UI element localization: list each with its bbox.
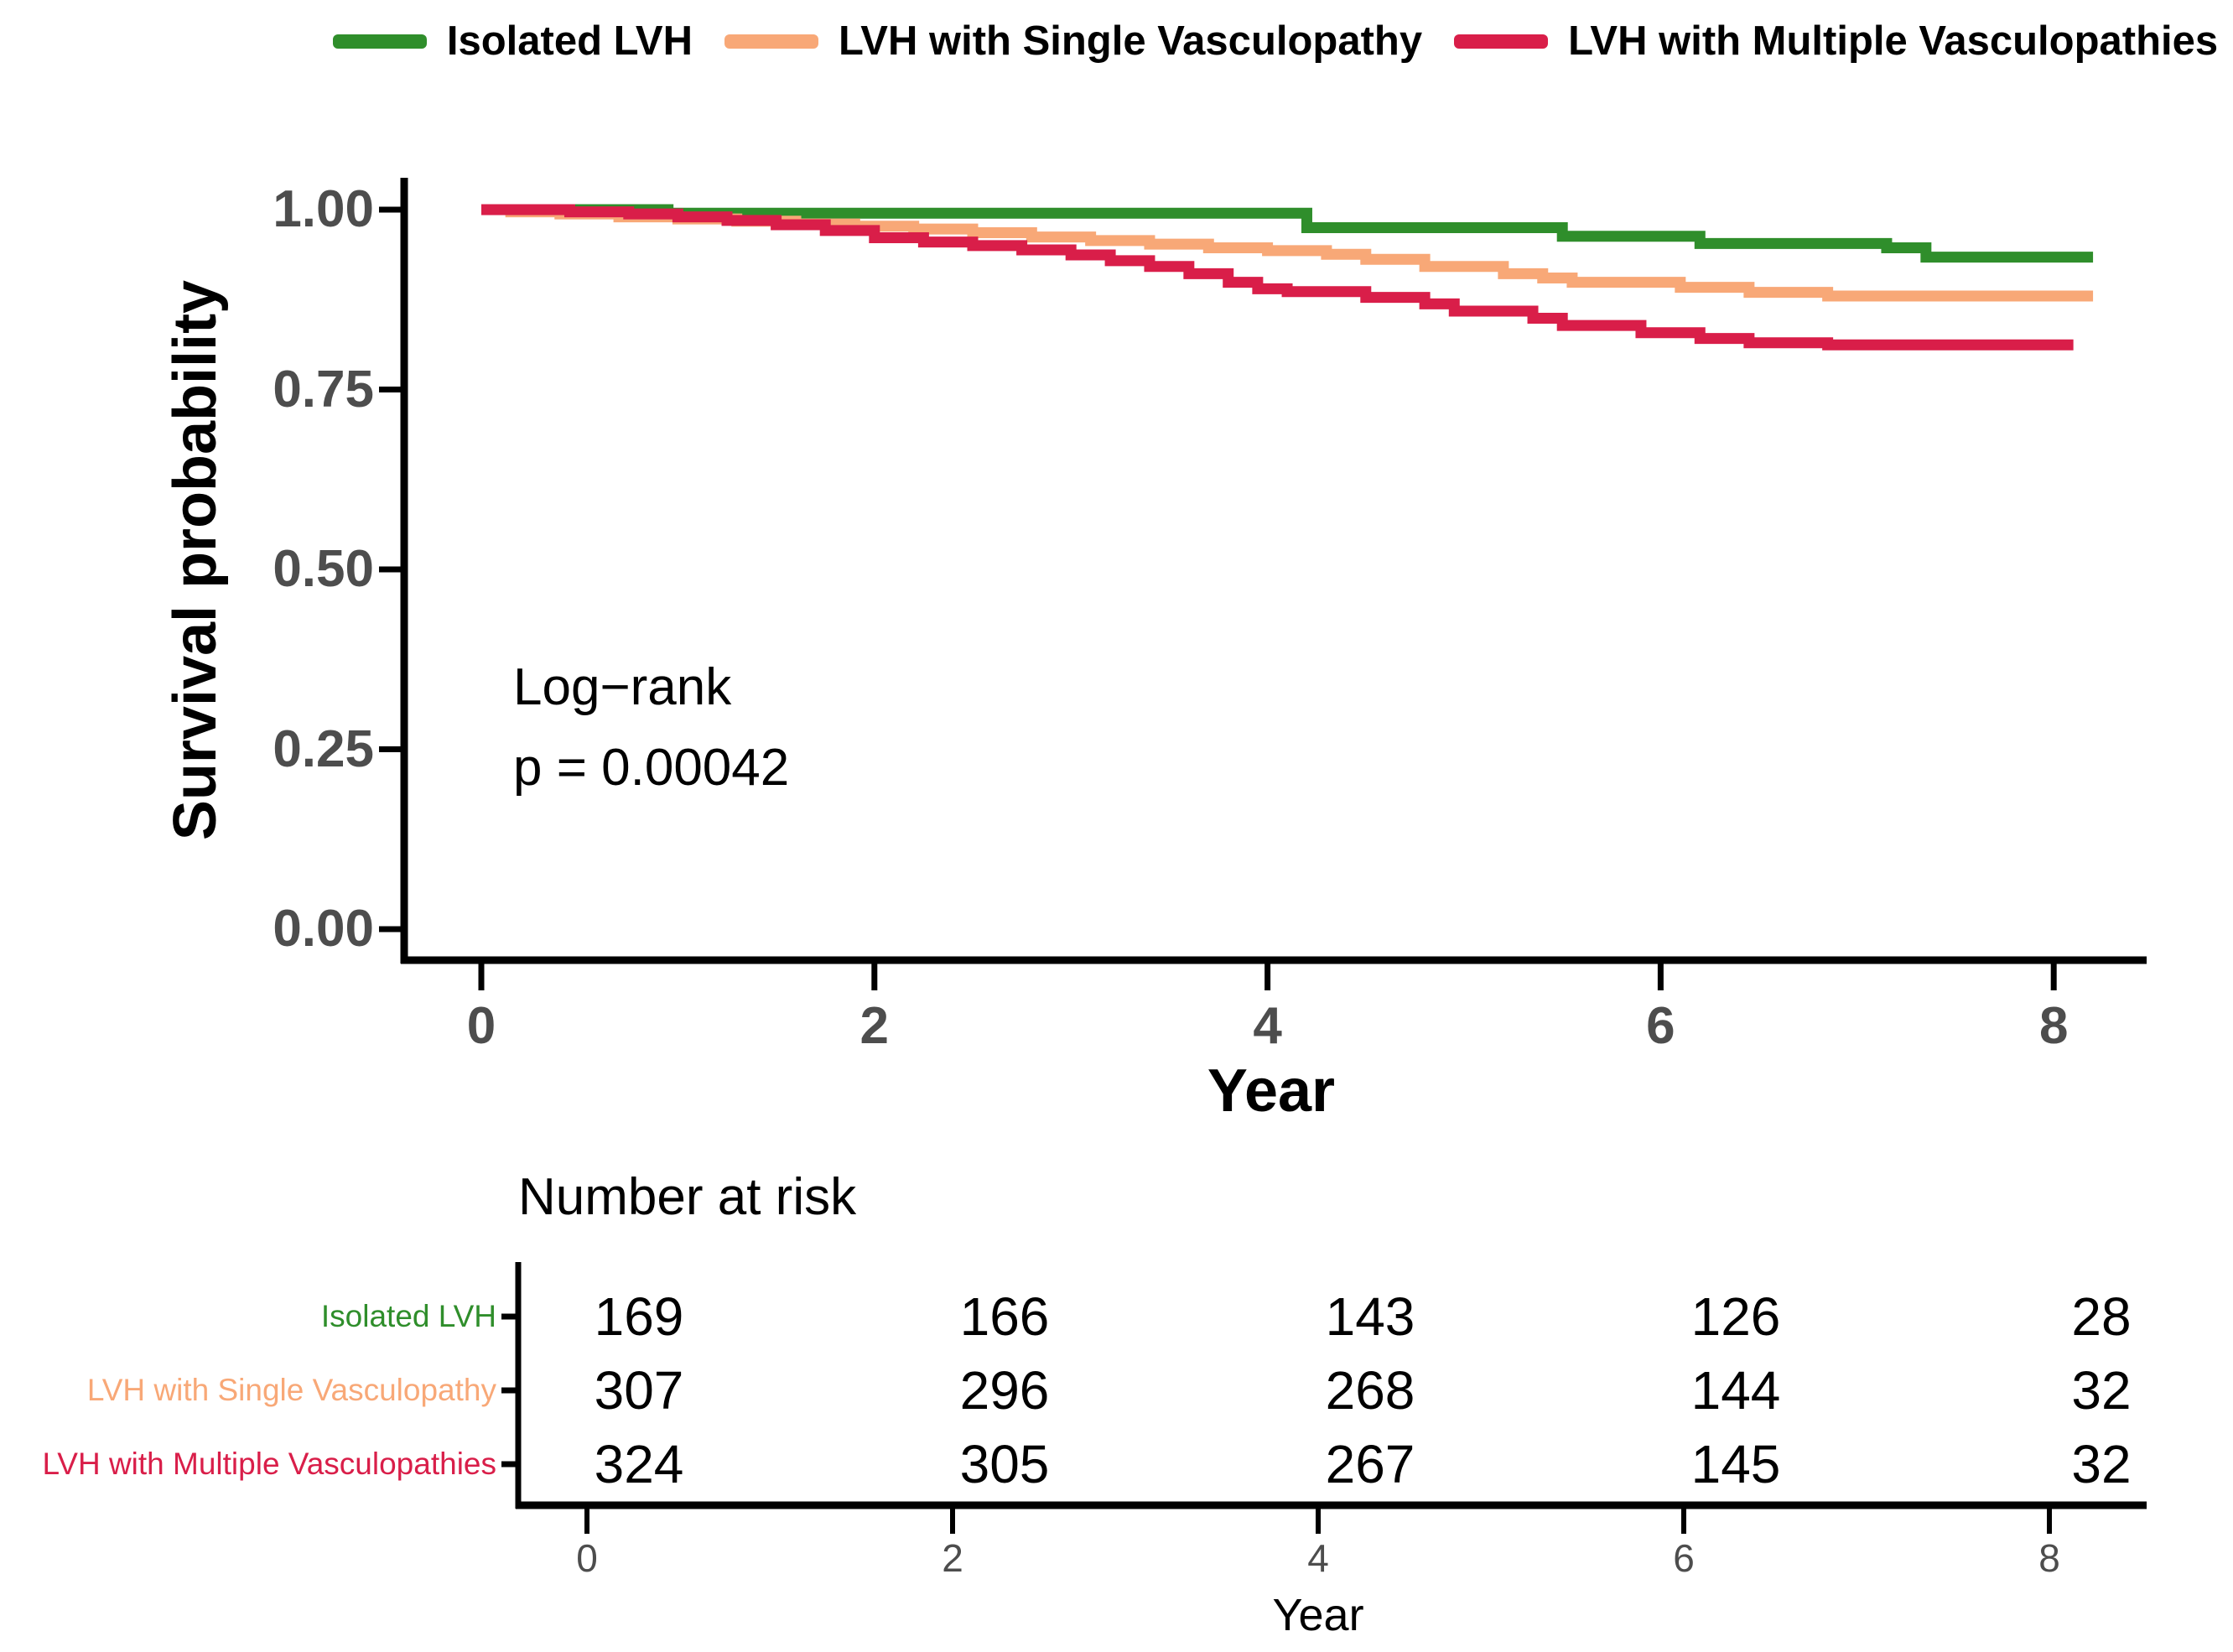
risk-count: 145 bbox=[1690, 1434, 1781, 1494]
risk-count: 169 bbox=[594, 1286, 684, 1347]
legend-line-swatch bbox=[1454, 34, 1549, 49]
risk-count: 324 bbox=[594, 1434, 684, 1494]
risk-count: 305 bbox=[959, 1434, 1050, 1494]
legend-item-label: LVH with Single Vasculopathy bbox=[839, 18, 1423, 64]
risk-row-label-1: Isolated LVH bbox=[320, 1299, 496, 1333]
risk-count: 144 bbox=[1690, 1360, 1781, 1421]
risk-count: 268 bbox=[1325, 1360, 1415, 1421]
risk-count: 296 bbox=[959, 1360, 1050, 1421]
risk-x-tick-label-4: 4 bbox=[1307, 1536, 1329, 1580]
y-tick-label-0.75: 0.75 bbox=[273, 360, 374, 418]
risk-count: 28 bbox=[2071, 1286, 2132, 1347]
logrank-p-value: p = 0.00042 bbox=[513, 739, 790, 797]
risk-x-tick-label-0: 0 bbox=[576, 1536, 598, 1580]
legend-item-label: LVH with Multiple Vasculopathies bbox=[1568, 18, 2219, 64]
legend-item-label: Isolated LVH bbox=[446, 18, 693, 64]
legend-line-swatch bbox=[332, 34, 427, 49]
risk-table-title: Number at risk bbox=[518, 1168, 857, 1226]
y-tick-label-0.00: 0.00 bbox=[273, 900, 374, 958]
y-tick-label-0.50: 0.50 bbox=[273, 540, 374, 598]
legend-line-swatch bbox=[724, 34, 818, 49]
risk-count: 307 bbox=[594, 1360, 684, 1421]
legend-item-isolated-lvh: Isolated LVH bbox=[332, 18, 693, 65]
km-curve-isolated-lvh bbox=[481, 204, 2094, 263]
risk-count: 267 bbox=[1325, 1434, 1415, 1494]
risk-x-tick-label-8: 8 bbox=[2038, 1536, 2060, 1580]
risk-count: 166 bbox=[959, 1286, 1050, 1347]
y-tick-label-0.25: 0.25 bbox=[273, 720, 374, 778]
risk-count: 32 bbox=[2071, 1360, 2132, 1421]
risk-count: 32 bbox=[2071, 1434, 2132, 1494]
x-tick-label-2: 2 bbox=[859, 997, 890, 1055]
x-tick-label-6: 6 bbox=[1646, 997, 1675, 1055]
km-curve-lvh-with-multiple-vasculopathies bbox=[481, 204, 2074, 351]
y-tick-label-1.00: 1.00 bbox=[273, 180, 374, 238]
logrank-annotation: Log−rank p = 0.00042 bbox=[513, 647, 789, 808]
legend: Isolated LVH LVH with Single Vasculopathy… bbox=[332, 12, 2218, 70]
risk-row-label-2: LVH with Single Vasculopathy bbox=[86, 1373, 496, 1407]
x-axis-title: Year bbox=[1207, 1057, 1336, 1125]
risk-x-tick-label-2: 2 bbox=[942, 1536, 963, 1580]
x-tick-label-4: 4 bbox=[1253, 997, 1282, 1055]
legend-item-lvh-with-multiple-vasculopathies: LVH with Multiple Vasculopathies bbox=[1454, 18, 2218, 65]
legend-item-lvh-with-single-vasculopathy: LVH with Single Vasculopathy bbox=[724, 18, 1422, 65]
risk-row-label-3: LVH with Multiple Vasculopathies bbox=[42, 1447, 496, 1481]
risk-x-tick-label-6: 6 bbox=[1673, 1536, 1695, 1580]
risk-count: 143 bbox=[1325, 1286, 1415, 1347]
x-tick-label-0: 0 bbox=[466, 997, 496, 1055]
x-tick-label-8: 8 bbox=[2038, 997, 2069, 1055]
logrank-test-label: Log−rank bbox=[513, 658, 732, 716]
risk-table-x-axis-title: Year bbox=[1272, 1590, 1364, 1640]
risk-count: 126 bbox=[1690, 1286, 1781, 1347]
